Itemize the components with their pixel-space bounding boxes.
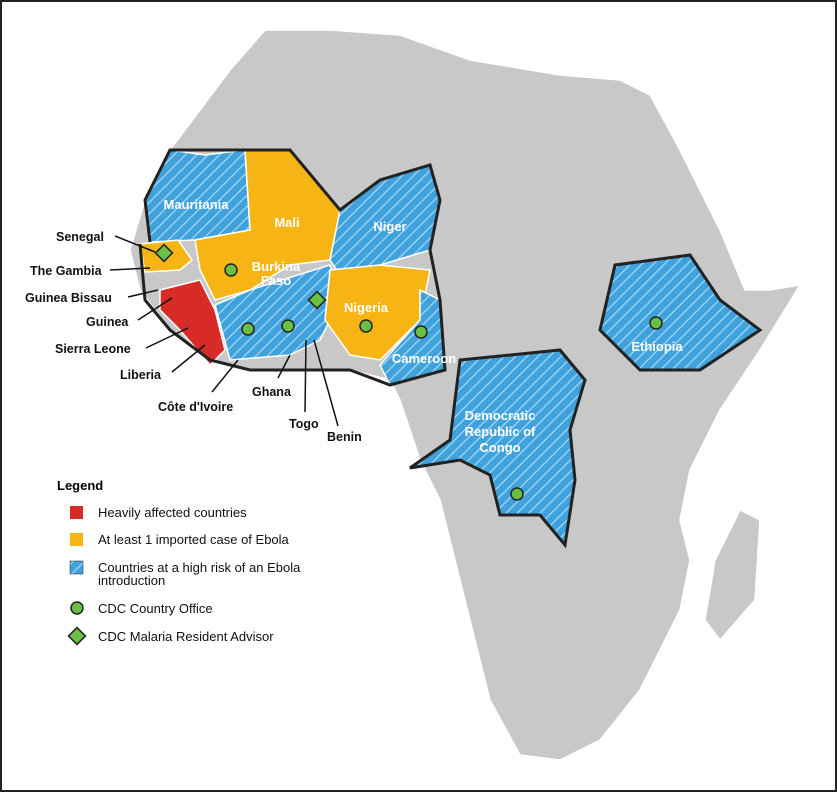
- country-label: Burkina Faso: [252, 259, 301, 288]
- legend-label: At least 1 imported case of Ebola: [98, 532, 290, 547]
- office-marker: [281, 319, 295, 333]
- label-line: Faso: [261, 273, 291, 288]
- country-label: Ethiopia: [631, 339, 683, 354]
- country-label: Cameroon: [392, 351, 456, 366]
- office-marker: [224, 263, 238, 277]
- leader: [211, 359, 239, 393]
- legend-swatch: [70, 506, 83, 519]
- label-line: Democratic: [465, 408, 536, 423]
- legend-line: At least 1 imported case of Ebola: [98, 532, 290, 547]
- legend-line: introduction: [98, 573, 165, 588]
- label-line: Cameroon: [392, 351, 456, 366]
- country-label: Niger: [373, 219, 406, 234]
- legend-swatch: [70, 533, 83, 546]
- africa: [129, 29, 802, 761]
- callout-label: Togo: [289, 417, 319, 431]
- ethiopia-outline: [598, 253, 763, 372]
- nigeria: [324, 264, 431, 361]
- country-label: Democratic Republic of Congo: [465, 408, 536, 455]
- legend-swatch: [69, 560, 84, 575]
- callout-label: Senegal: [56, 230, 104, 244]
- office-marker: [241, 322, 255, 336]
- leader: [137, 297, 173, 321]
- legend-line: Heavily affected countries: [98, 505, 247, 520]
- advisor-marker: [307, 290, 327, 310]
- legend-swatch: [70, 601, 84, 615]
- legend-line: CDC Country Office: [98, 601, 213, 616]
- leader-lines: [109, 235, 339, 427]
- label-line: Niger: [373, 219, 406, 234]
- advisor-marker: [154, 243, 174, 263]
- office-marker: [414, 325, 428, 339]
- guinea-sierra-leone-liberia: [159, 279, 226, 367]
- callout-label: Guinea Bissau: [25, 291, 112, 305]
- callout-label: Ghana: [252, 385, 292, 399]
- legend-label: Heavily affected countries: [98, 505, 247, 520]
- legend-label: Countries at a high risk of an Ebola intr…: [98, 560, 301, 588]
- callout-label: Liberia: [120, 368, 162, 382]
- label-line: Mauritania: [163, 197, 229, 212]
- legend-line: Countries at a high risk of an Ebola: [98, 560, 301, 575]
- legend: Legend Heavily affected countries At lea…: [57, 478, 301, 646]
- country-label: Mauritania: [163, 197, 229, 212]
- country-labels: Mauritania Mali Niger Burkina Faso Nigeri…: [163, 197, 683, 455]
- leader: [277, 354, 291, 379]
- madagascar: [704, 508, 761, 642]
- office-marker: [510, 487, 524, 501]
- leader: [114, 235, 156, 253]
- callout-label: Guinea: [86, 315, 129, 329]
- callouts: Senegal The Gambia Guinea Bissau Guinea …: [25, 230, 362, 444]
- callout-label: Côte d'Ivoire: [158, 400, 233, 414]
- label-line: Republic of: [465, 424, 536, 439]
- west-africa-outline: [138, 148, 447, 387]
- office-marker: [359, 319, 373, 333]
- country-label: Mali: [274, 215, 299, 230]
- markers: [154, 243, 663, 501]
- callout-label: Benin: [327, 430, 362, 444]
- label-line: Congo: [479, 440, 520, 455]
- label-line: Burkina: [252, 259, 301, 274]
- leader: [313, 339, 339, 427]
- callout-label: Sierra Leone: [55, 342, 131, 356]
- callout-label: The Gambia: [30, 264, 103, 278]
- legend-title: Legend: [57, 478, 103, 493]
- drc-outline: [409, 348, 587, 549]
- leader: [304, 339, 307, 413]
- leader: [127, 289, 159, 298]
- leader: [145, 327, 189, 349]
- leader: [171, 344, 206, 373]
- legend-label: CDC Malaria Resident Advisor: [98, 629, 274, 644]
- legend-label: CDC Country Office: [98, 601, 213, 616]
- label-line: Ethiopia: [631, 339, 683, 354]
- leader: [109, 267, 151, 271]
- legend-swatch: [67, 626, 87, 646]
- office-marker: [649, 316, 663, 330]
- legend-line: CDC Malaria Resident Advisor: [98, 629, 274, 644]
- country-label: Nigeria: [344, 300, 389, 315]
- label-line: Mali: [274, 215, 299, 230]
- label-line: Nigeria: [344, 300, 389, 315]
